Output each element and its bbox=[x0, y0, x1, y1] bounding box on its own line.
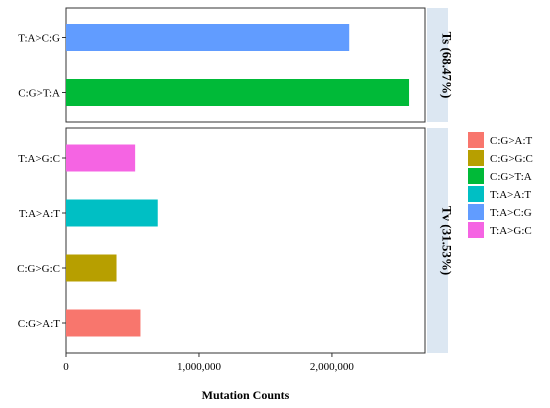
legend: C:G>A:T C:G>G:C C:G>T:A T:A>A:T T:A>C:G T:A>G… bbox=[468, 132, 533, 238]
legend-label: C:G>T:A bbox=[490, 171, 532, 183]
bar-cgat bbox=[66, 309, 141, 337]
legend-swatch bbox=[468, 222, 484, 238]
legend-swatch bbox=[468, 168, 484, 184]
x-axis: 0 1,000,000 2,000,000 bbox=[63, 353, 354, 373]
y-tick-label: T:A>G:C bbox=[18, 153, 60, 165]
legend-item: T:A>A:T bbox=[468, 186, 531, 202]
y-tick-label: C:G>T:A bbox=[18, 88, 60, 100]
legend-swatch bbox=[468, 204, 484, 220]
y-tick-label: C:G>G:C bbox=[17, 263, 60, 275]
legend-label: T:A>G:C bbox=[490, 225, 532, 237]
legend-item: T:A>G:C bbox=[468, 222, 532, 238]
facet-strip-label: Tv (31.53%) bbox=[440, 206, 455, 275]
facet-panels: Ts (68.47%) T:A>C:G C:G>T:A Tv (31.53%) T:A>… bbox=[17, 7, 455, 354]
legend-item: T:A>C:G bbox=[468, 204, 532, 220]
facet-panel-2: Tv (31.53%) T:A>G:C T:A>A:T C:G>G:C C:G>A:T bbox=[17, 127, 455, 354]
legend-label: C:G>G:C bbox=[490, 153, 533, 165]
legend-swatch bbox=[468, 150, 484, 166]
legend-label: T:A>C:G bbox=[490, 207, 532, 219]
legend-item: C:G>A:T bbox=[468, 132, 533, 148]
legend-swatch bbox=[468, 132, 484, 148]
legend-label: T:A>A:T bbox=[490, 189, 531, 201]
y-tick-label: T:A>A:T bbox=[19, 208, 60, 220]
bar-cgta bbox=[66, 79, 410, 106]
x-tick-label: 1,000,000 bbox=[177, 361, 222, 373]
legend-swatch bbox=[468, 186, 484, 202]
facet-strip-label: Ts (68.47%) bbox=[440, 32, 455, 99]
bar-tagc bbox=[66, 144, 136, 172]
facet-strip bbox=[427, 8, 448, 122]
x-tick-label: 0 bbox=[63, 361, 69, 373]
x-axis-title: Mutation Counts bbox=[202, 388, 290, 402]
y-tick-label: C:G>A:T bbox=[18, 318, 61, 330]
x-tick-label: 2,000,000 bbox=[310, 361, 355, 373]
bar-taat bbox=[66, 199, 158, 227]
bar-cggc bbox=[66, 254, 117, 282]
y-tick-label: T:A>C:G bbox=[18, 33, 60, 45]
facet-strip bbox=[427, 128, 448, 353]
legend-item: C:G>G:C bbox=[468, 150, 533, 166]
legend-item: C:G>T:A bbox=[468, 168, 532, 184]
legend-label: C:G>A:T bbox=[490, 135, 533, 147]
bar-tacg bbox=[66, 24, 350, 51]
facet-panel-1: Ts (68.47%) T:A>C:G C:G>T:A bbox=[18, 7, 455, 123]
